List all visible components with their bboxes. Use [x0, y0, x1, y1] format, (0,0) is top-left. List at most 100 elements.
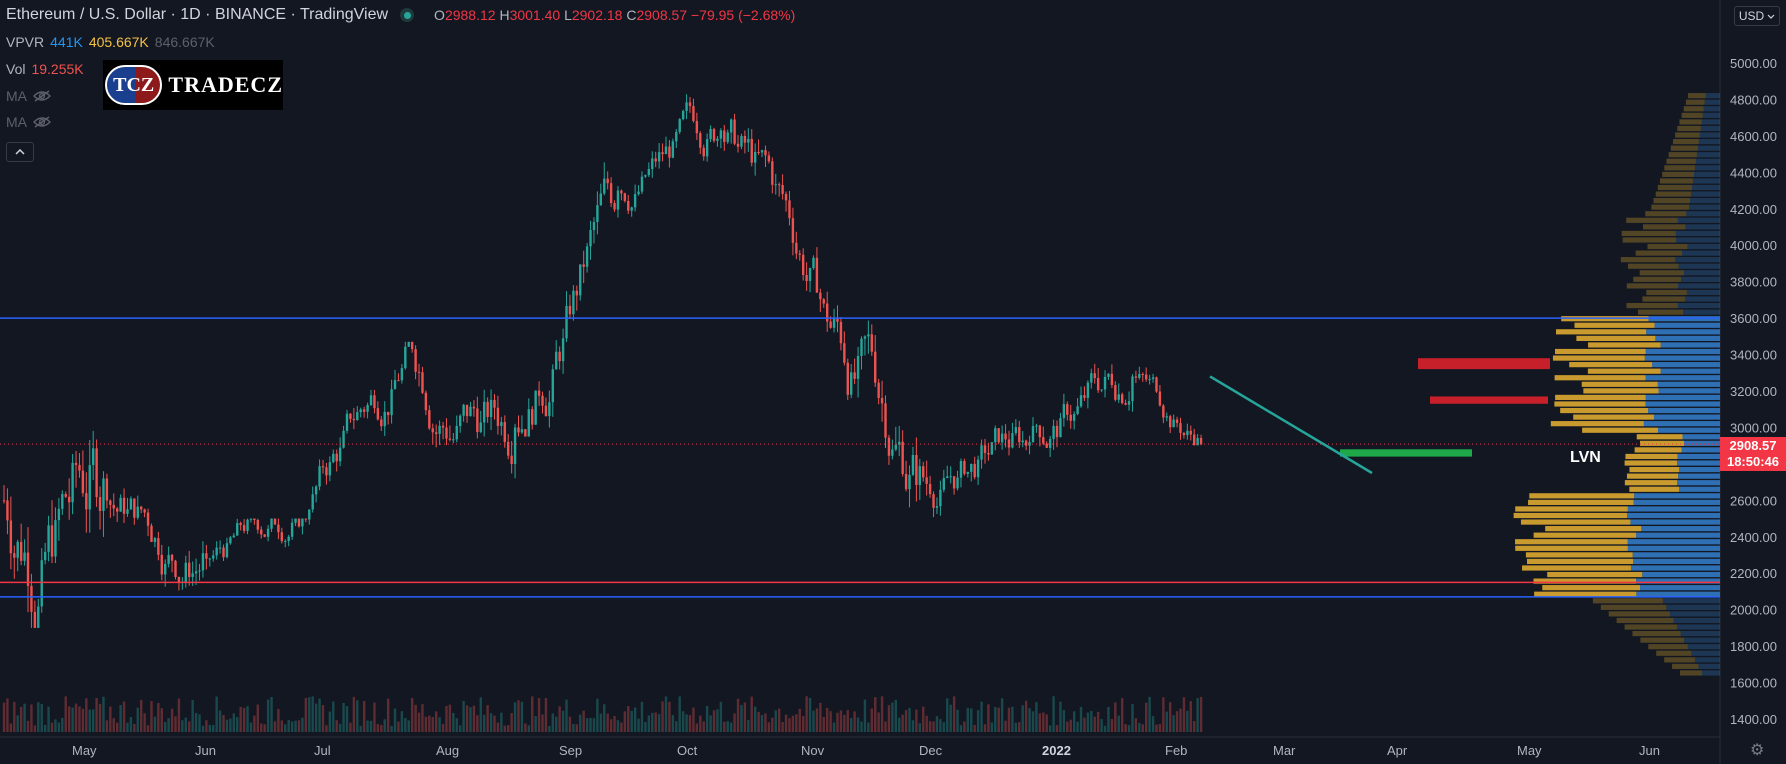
volume-bar: [983, 724, 987, 732]
volume-bar: [362, 700, 366, 732]
profile-bar-base: [1660, 342, 1720, 348]
profile-bar-upper: [1632, 630, 1681, 637]
volume-bar: [922, 706, 925, 732]
volume-bar: [1072, 711, 1076, 732]
profile-bar-base: [1645, 375, 1720, 381]
volume-bar: [13, 701, 16, 732]
hidden-eye-icon[interactable]: [33, 116, 51, 128]
candle-body: [194, 571, 198, 574]
volume-bar: [699, 715, 702, 732]
time-tick-label: Dec: [919, 743, 943, 758]
candle-body: [277, 524, 280, 533]
candle-body: [688, 102, 692, 107]
price-tick-label: 1600.00: [1730, 676, 1777, 691]
volume-bar: [880, 696, 884, 732]
ma-legend-1[interactable]: MA: [6, 88, 51, 104]
candle-body: [952, 476, 956, 489]
volume-bar: [85, 698, 88, 732]
candle-body: [455, 425, 458, 440]
candle-body: [898, 441, 901, 445]
candle-body: [37, 606, 40, 628]
candle-body: [685, 102, 688, 112]
gear-icon[interactable]: ⚙: [1750, 742, 1765, 759]
ma-legend-2[interactable]: MA: [6, 114, 51, 130]
candle-body: [1107, 373, 1110, 377]
volume-bar: [184, 717, 187, 732]
candle-body: [57, 508, 61, 521]
profile-bar-upper: [1642, 296, 1686, 302]
profile-bar-upper: [1646, 289, 1687, 296]
volume-bar: [733, 713, 736, 732]
volume-bar: [1021, 705, 1024, 732]
candle-body: [1131, 376, 1134, 402]
candle-body: [915, 455, 918, 485]
volume-bar: [188, 721, 191, 732]
candle-body: [959, 461, 963, 478]
candle-body: [1155, 377, 1158, 392]
candle-body: [362, 409, 366, 412]
volume-bar: [1138, 723, 1141, 732]
volume-bar: [1124, 724, 1127, 732]
tcz-badge: TCZ: [105, 65, 163, 105]
volume-bar: [997, 707, 1000, 732]
volume-bar: [579, 714, 582, 732]
candle-body: [644, 175, 647, 177]
vpvr-legend[interactable]: VPVR 441K 405.667K 846.667K: [6, 34, 215, 50]
volume-legend[interactable]: Vol 19.255K: [6, 61, 84, 77]
profile-bar-base: [1697, 145, 1720, 151]
candle-body: [1076, 406, 1079, 414]
hidden-eye-icon[interactable]: [33, 90, 51, 102]
volume-bar: [43, 724, 47, 732]
candle-body: [13, 553, 16, 558]
volume-bar: [678, 696, 681, 732]
volume-bar: [826, 708, 829, 732]
volume-bar: [1117, 715, 1120, 732]
symbol-title[interactable]: Ethereum / U.S. Dollar · 1D · BINANCE · …: [6, 6, 389, 23]
candle-body: [153, 538, 157, 542]
candle-body: [585, 246, 589, 267]
volume-bar: [318, 698, 321, 732]
candle-body: [1004, 433, 1007, 440]
candle-body: [287, 536, 290, 542]
collapse-legend-button[interactable]: [6, 142, 34, 162]
volume-bar: [781, 722, 784, 732]
currency-button[interactable]: USD: [1734, 6, 1780, 26]
volume-bar: [812, 710, 815, 732]
volume-bar: [81, 708, 85, 732]
volume-bar: [1083, 717, 1086, 732]
candle-body: [668, 146, 671, 158]
candle-body: [874, 351, 877, 383]
profile-bar-base: [1662, 598, 1720, 604]
candle-body: [126, 509, 129, 514]
volume-bar: [1110, 719, 1114, 732]
volume-bar: [681, 711, 685, 732]
candle-body: [493, 399, 496, 408]
candle-body: [249, 518, 253, 520]
candle-body: [620, 190, 623, 194]
profile-bar-upper: [1552, 355, 1645, 361]
candle-body: [1011, 433, 1014, 448]
candle-body: [393, 380, 397, 390]
volume-bar: [2, 702, 6, 732]
volume-bar: [966, 707, 970, 732]
volume-bar: [1018, 722, 1021, 732]
candle-body: [942, 478, 946, 490]
profile-bar-upper: [1683, 106, 1704, 112]
volume-bar: [877, 712, 880, 732]
profile-bar-upper: [1622, 237, 1677, 243]
volume-bar: [338, 723, 342, 732]
volume-bar: [242, 707, 246, 732]
volume-bar: [260, 723, 263, 732]
high-label: H: [499, 7, 510, 23]
candle-body: [791, 218, 795, 243]
volume-bar: [191, 700, 194, 732]
high-value: 3001.40: [509, 7, 561, 23]
volume-bar: [386, 698, 390, 732]
profile-bar-base: [1678, 263, 1720, 269]
volume-bar: [942, 722, 946, 732]
profile-bar-upper: [1555, 394, 1646, 401]
price-tick-label: 4400.00: [1730, 165, 1777, 180]
volume-bar: [1100, 719, 1103, 732]
